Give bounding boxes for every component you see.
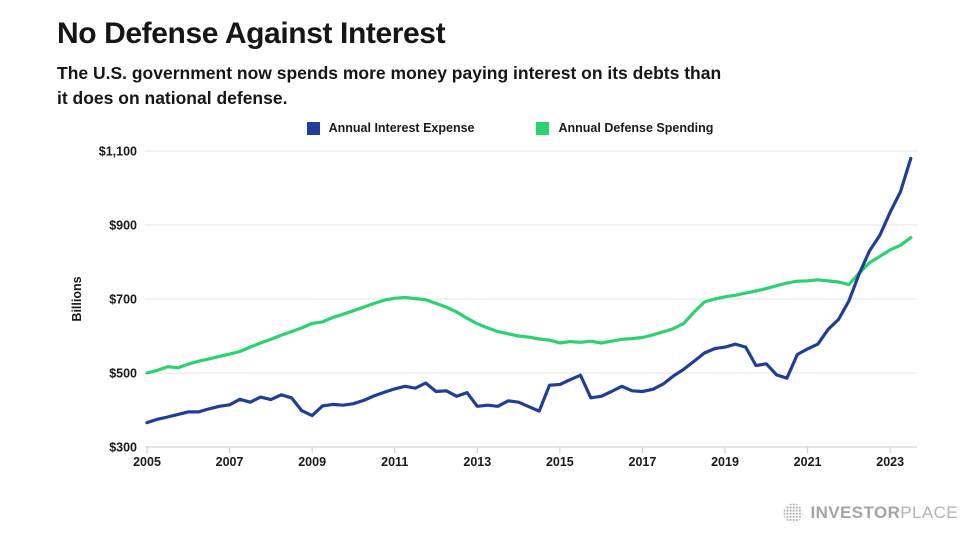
globe-dots-icon	[783, 503, 803, 523]
x-tick-label: 2011	[381, 455, 408, 469]
legend-item-interest: Annual Interest Expense	[306, 121, 475, 135]
logo-text-bold: INVESTOR	[810, 503, 901, 522]
page-subtitle: The U.S. government now spends more mone…	[57, 63, 722, 108]
legend-item-defense: Annual Defense Spending	[536, 121, 713, 135]
x-tick-label: 2017	[629, 455, 657, 469]
y-tick-label: $700	[109, 293, 137, 307]
y-axis-label: Billions	[70, 276, 84, 321]
y-tick-label: $1,100	[99, 145, 137, 159]
y-tick-label: $900	[109, 219, 137, 233]
x-tick-label: 2023	[876, 455, 904, 469]
x-tick-label: 2021	[794, 455, 822, 469]
legend-swatch-interest-icon	[306, 121, 320, 135]
investorplace-logo: INVESTORPLACE	[783, 501, 958, 525]
x-tick-label: 2013	[463, 455, 491, 469]
x-tick-label: 2007	[216, 455, 244, 469]
series-line-interest	[145, 156, 913, 425]
series-line-defense	[145, 236, 913, 375]
y-tick-label: $500	[109, 367, 137, 381]
y-tick-label: $300	[109, 441, 137, 455]
x-tick-label: 2009	[298, 455, 326, 469]
page-title: No Defense Against Interest	[57, 17, 446, 50]
logo-text: INVESTORPLACE	[810, 503, 958, 523]
legend-swatch-defense-icon	[536, 121, 550, 135]
legend-label-defense: Annual Defense Spending	[558, 121, 714, 135]
legend-label-interest: Annual Interest Expense	[328, 121, 475, 135]
x-tick-label: 2015	[546, 455, 574, 469]
logo-text-light: PLACE	[900, 503, 958, 522]
x-tick-label: 2019	[711, 455, 739, 469]
x-tick-label: 2005	[133, 455, 161, 469]
chart-legend: Annual Interest Expense Annual Defense S…	[60, 121, 960, 135]
